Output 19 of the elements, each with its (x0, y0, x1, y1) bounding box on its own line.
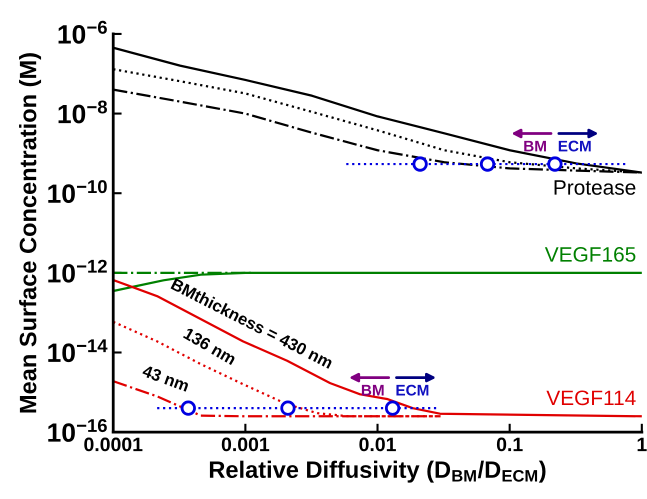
annotation: BM (362, 384, 384, 396)
y-tick-label: 10$^{−14}$ (48, 339, 108, 362)
x-tick-label: 0.01 (359, 438, 396, 452)
y-axis-title: Mean Surface Concentration (M) (19, 53, 42, 412)
series-label: VEGF165 (544, 247, 636, 262)
series-label: Protease (554, 180, 636, 195)
x-tick-label: 0.1 (496, 438, 523, 452)
annotation: 43 nm (142, 364, 190, 392)
x-tick-label: 1 (638, 438, 647, 452)
y-tick-label: 10$^{−10}$ (48, 180, 107, 203)
y-tick-label: 10$^{−12}$ (48, 260, 107, 283)
annotation: ECM (396, 384, 428, 396)
y-tick-label: 10$^{−6}$ (58, 20, 107, 44)
annotation: ECM (558, 140, 591, 152)
x-axis-title: Relative Diffusivity (D$_{BM}$/D$_{ECM}$) (210, 460, 546, 483)
y-tick-label: 10$^{−8}$ (58, 100, 107, 124)
annotation: BM (524, 140, 546, 152)
x-tick-label: 0.001 (222, 438, 270, 452)
series-label: VEGF114 (546, 390, 636, 406)
